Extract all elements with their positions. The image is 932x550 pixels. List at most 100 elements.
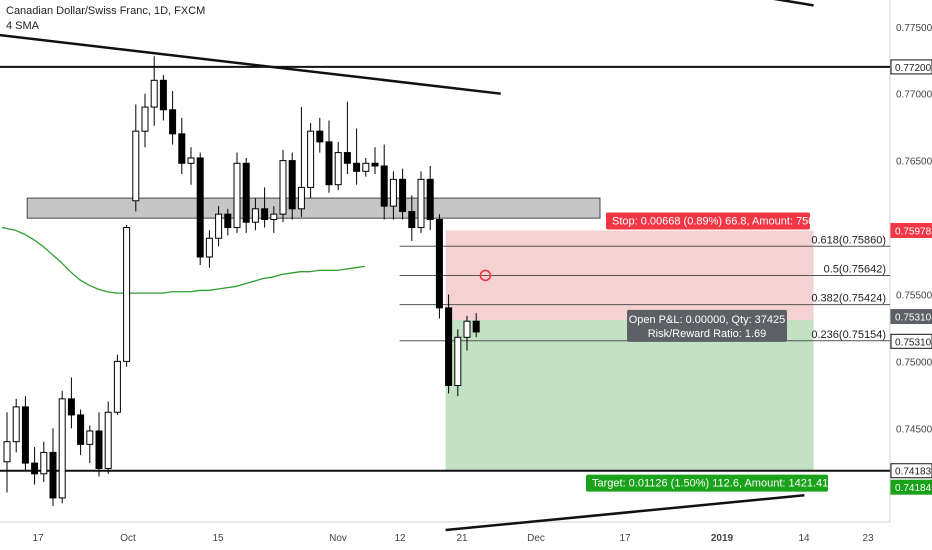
candle-body bbox=[3, 441, 11, 463]
candle-body bbox=[417, 178, 425, 229]
candle-body bbox=[187, 157, 195, 164]
x-tick-label: 17 bbox=[32, 533, 44, 544]
candle-body bbox=[371, 162, 379, 167]
descending-trendline bbox=[0, 33, 501, 95]
candle-body bbox=[178, 133, 186, 164]
x-tick-label: 15 bbox=[212, 533, 224, 544]
y-tick-label: 0.77500 bbox=[896, 23, 932, 34]
fib-level-label: 0.5(0.75642) bbox=[824, 263, 886, 275]
upper-edge-trendline bbox=[773, 0, 814, 7]
tag-75310-b bbox=[890, 333, 932, 349]
candle-body bbox=[288, 160, 296, 210]
stop-label-text: Stop: 0.00668 (0.89%) 66.8, Amount: 750 bbox=[612, 215, 814, 227]
x-tick-label: Nov bbox=[329, 533, 347, 544]
candle-body bbox=[408, 210, 416, 229]
x-tick-label: 17 bbox=[619, 533, 631, 544]
candle-body bbox=[353, 162, 361, 172]
candle-body bbox=[380, 165, 388, 207]
candle-body bbox=[325, 141, 333, 186]
candle-body bbox=[316, 130, 324, 143]
candle-body bbox=[159, 79, 167, 111]
tag-75978 bbox=[890, 222, 932, 238]
candle-body bbox=[196, 157, 204, 258]
indicator-label: 4 SMA bbox=[6, 20, 40, 32]
candle-body bbox=[58, 398, 66, 499]
target-zone bbox=[445, 319, 814, 471]
x-tick-label: 23 bbox=[862, 533, 874, 544]
tag-75310-b-label: 0.75310 bbox=[895, 337, 932, 348]
x-tick-label: 14 bbox=[798, 533, 810, 544]
candle-body bbox=[242, 162, 250, 223]
candle-body bbox=[49, 451, 57, 499]
candle-body bbox=[399, 178, 407, 212]
y-tick-label: 0.75500 bbox=[896, 290, 932, 301]
y-tick-label: 0.74500 bbox=[896, 424, 932, 435]
target-label-box bbox=[586, 474, 828, 492]
candle-body bbox=[454, 336, 462, 386]
fib-level-label: 0.236(0.75154) bbox=[811, 329, 886, 341]
lower-trendline bbox=[445, 493, 805, 532]
tag-74184 bbox=[890, 479, 932, 495]
risk-reward-text: Risk/Reward Ratio: 1.69 bbox=[648, 328, 767, 340]
candle-body bbox=[270, 213, 278, 221]
candle-body bbox=[445, 307, 453, 386]
open-pnl-text: Open P&L: 0.00000, Qty: 37425 bbox=[629, 314, 786, 326]
candle-body bbox=[334, 152, 342, 186]
x-tick-label: 21 bbox=[456, 533, 468, 544]
candle-body bbox=[31, 462, 39, 475]
candle-body bbox=[472, 320, 480, 333]
candle-body bbox=[132, 130, 140, 202]
tag-74183-label: 0.74183 bbox=[895, 467, 932, 478]
position-info-box bbox=[627, 309, 787, 342]
y-tick-label: 0.77000 bbox=[896, 90, 932, 101]
candle-body bbox=[113, 360, 121, 413]
candle-body bbox=[362, 162, 370, 172]
candle-body bbox=[104, 411, 112, 469]
stop-label-box bbox=[606, 212, 810, 230]
sma-line bbox=[1, 226, 365, 294]
tag-75310-a bbox=[890, 309, 932, 325]
candle-body bbox=[150, 79, 158, 108]
candle-body bbox=[463, 320, 471, 338]
candle-body bbox=[233, 162, 241, 229]
tag-77200-label: 0.77200 bbox=[895, 63, 932, 74]
candle-body bbox=[279, 160, 287, 215]
symbol-title: Canadian Dollar/Swiss Franc, 1D, FXCM bbox=[6, 5, 206, 17]
candle-body bbox=[123, 227, 131, 362]
candle-body bbox=[224, 213, 232, 229]
candle-body bbox=[95, 430, 103, 469]
candle-body bbox=[77, 414, 85, 445]
candle-body bbox=[67, 398, 75, 416]
candle-body bbox=[169, 109, 177, 135]
fib-level-label: 0.618(0.75860) bbox=[811, 234, 886, 246]
x-tick-label: Oct bbox=[120, 533, 136, 544]
candle-body bbox=[389, 178, 397, 207]
x-tick-label: 2019 bbox=[711, 533, 734, 544]
candle-body bbox=[12, 406, 20, 443]
candle-body bbox=[205, 237, 213, 258]
candle-body bbox=[297, 186, 305, 210]
candle-body bbox=[343, 152, 351, 164]
resistance-zone-box bbox=[26, 197, 601, 219]
candle-body bbox=[86, 430, 94, 445]
x-tick-label: Dec bbox=[527, 533, 545, 544]
candle-body bbox=[40, 451, 48, 475]
candle-body bbox=[435, 219, 443, 309]
candle-body bbox=[307, 130, 315, 188]
fib-level-label: 0.382(0.75424) bbox=[811, 293, 886, 305]
tag-74183 bbox=[890, 463, 932, 479]
candle-body bbox=[251, 208, 259, 223]
y-tick-label: 0.76500 bbox=[896, 157, 932, 168]
candle-body bbox=[215, 213, 223, 239]
target-label-text: Target: 0.01126 (1.50%) 112.6, Amount: 1… bbox=[592, 478, 828, 490]
candle-body bbox=[261, 208, 269, 221]
candle-body bbox=[426, 178, 434, 221]
chart-header: Canadian Dollar/Swiss Franc, 1D, FXCM 4 … bbox=[6, 4, 205, 34]
y-tick-label: 0.75000 bbox=[896, 357, 932, 368]
candle-body bbox=[21, 406, 29, 464]
tag-75978-label: 0.75978 bbox=[895, 226, 932, 237]
x-tick-label: 12 bbox=[394, 533, 406, 544]
candle-body bbox=[141, 106, 149, 132]
